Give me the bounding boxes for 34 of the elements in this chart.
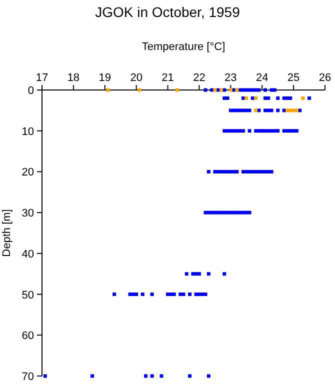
x-tick-label: 19 bbox=[98, 72, 112, 84]
x-tick-label: 20 bbox=[130, 72, 142, 84]
x-tick-label: 17 bbox=[36, 72, 48, 84]
point bbox=[244, 96, 248, 100]
point bbox=[235, 88, 239, 92]
y-tick-label: 60 bbox=[22, 330, 34, 342]
x-tick-label: 25 bbox=[287, 72, 300, 84]
x-tick-label: 22 bbox=[193, 72, 206, 84]
point bbox=[175, 88, 179, 92]
point bbox=[228, 88, 232, 92]
x-axis-title: Temperature [°C] bbox=[142, 41, 226, 53]
y-tick-label: 50 bbox=[22, 289, 34, 302]
x-tick-label: 18 bbox=[67, 72, 80, 84]
y-tick-label: 30 bbox=[22, 208, 34, 220]
y-tick-label: 40 bbox=[22, 248, 34, 260]
y-tick-label: 0 bbox=[28, 85, 34, 97]
x-tick-label: 26 bbox=[318, 72, 332, 84]
point bbox=[106, 88, 110, 92]
y-tick-label: 20 bbox=[22, 166, 34, 179]
chart-title: JGOK in October, 1959 bbox=[95, 4, 240, 20]
x-tick-label: 23 bbox=[224, 72, 237, 84]
point bbox=[254, 96, 258, 100]
point bbox=[288, 108, 292, 112]
point bbox=[301, 96, 305, 100]
point bbox=[294, 108, 298, 112]
point bbox=[213, 88, 217, 92]
point bbox=[254, 108, 258, 112]
point bbox=[138, 88, 142, 92]
y-axis-title: Depth [m] bbox=[1, 209, 13, 257]
x-tick-label: 24 bbox=[256, 72, 268, 84]
point bbox=[219, 88, 223, 92]
x-tick-label: 21 bbox=[162, 72, 174, 84]
y-tick-label: 10 bbox=[22, 126, 34, 138]
y-tick-label: 70 bbox=[22, 371, 34, 383]
